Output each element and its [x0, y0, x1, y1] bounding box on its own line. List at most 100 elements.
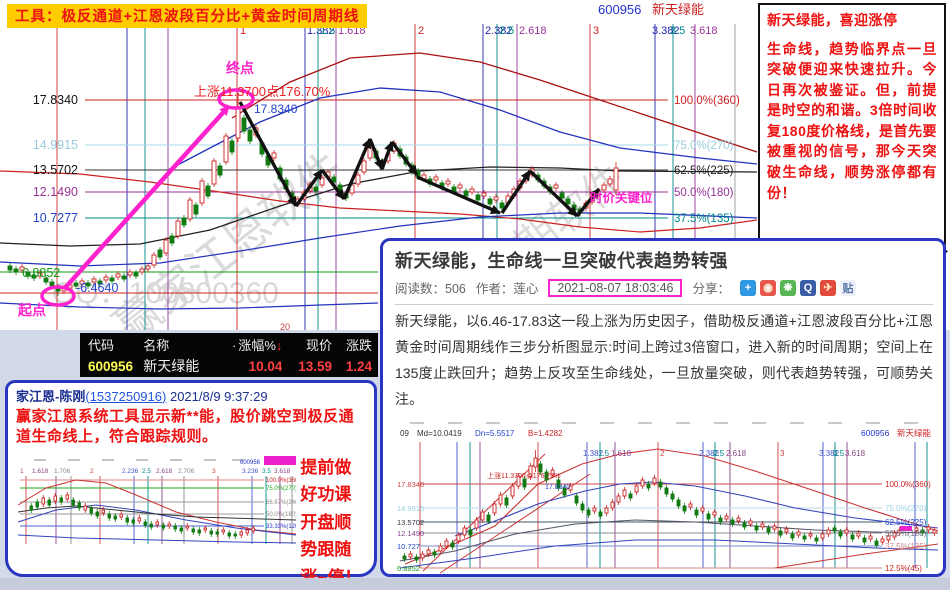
svg-text:37.5%(135): 37.5%(135) [674, 213, 734, 225]
svg-text:2.5: 2.5 [713, 449, 725, 458]
svg-text:75.0%(270): 75.0%(270) [674, 140, 734, 152]
column-header[interactable]: 名称 [143, 337, 170, 353]
svg-text:10.7277: 10.7277 [33, 211, 78, 225]
article-author: 作者：莲心 [475, 282, 539, 296]
svg-text:13.5702: 13.5702 [33, 163, 78, 177]
column-header[interactable]: · 涨幅%↓ [232, 337, 283, 353]
svg-text:3.382: 3.382 [819, 449, 840, 458]
divider [395, 304, 933, 305]
svg-text:17.8340: 17.8340 [545, 484, 570, 491]
svg-text:09: 09 [400, 429, 409, 438]
quote-row[interactable]: 600956 新天绿能 10.04 13.59 1.24 [80, 355, 378, 377]
svg-text:2.236: 2.236 [122, 468, 139, 475]
svg-text:新天绿能: 新天绿能 [652, 2, 704, 17]
svg-text:13.5702: 13.5702 [397, 518, 424, 527]
share-more-icon[interactable]: + [740, 279, 756, 296]
svg-text:600956: 600956 [861, 428, 890, 438]
share-tieba-icon[interactable]: 贴 [840, 279, 856, 296]
column-header[interactable]: 现价 [305, 337, 332, 353]
svg-text:6.8852: 6.8852 [22, 266, 60, 280]
svg-text:12.5%(45): 12.5%(45) [885, 564, 922, 573]
svg-text:50.0%(180): 50.0%(180) [674, 187, 734, 199]
svg-text:2.382: 2.382 [699, 449, 720, 458]
last-price: 13.59 [298, 358, 332, 374]
wide-gann-chart: 09 Md=10.0419 Dn=5.5517 B=1.4282 600956 新天绿能 1… [397, 421, 939, 573]
follow-note-line: 提前做 [300, 457, 352, 477]
svg-text:50.0%(180): 50.0%(180) [885, 529, 927, 538]
svg-text:起点: 起点 [17, 302, 46, 318]
svg-text:1.5: 1.5 [320, 25, 335, 37]
comment-header: 家江恩-陈刚1537250916 2021/8/9 9:37:29 [16, 386, 368, 405]
svg-text:3.618: 3.618 [690, 25, 718, 37]
svg-text:66.67%(240): 66.67%(240) [266, 500, 296, 506]
article-title: 新天绿能，生命线一旦突破代表趋势转强 [395, 251, 728, 271]
share-qzone-icon[interactable]: ✈ [820, 279, 836, 296]
svg-text:3.382: 3.382 [652, 25, 680, 37]
article-body: 新天绿能，以6.46-17.83这一段上涨为历史因子，借助极反通道+江恩波段百分… [395, 313, 933, 407]
comment-author: 家江恩-陈刚 [16, 389, 86, 404]
svg-text:上涨11.3700点176.70%: 上涨11.3700点176.70% [487, 471, 560, 480]
tool-banner: 工具：极反通道+江恩波段百分比+黄金时间周期线 [7, 4, 368, 28]
follow-note-line: 势跟随 [300, 540, 352, 560]
article-datetime: 2021-08-07 18:03:46 [548, 278, 683, 297]
svg-text:1.618: 1.618 [611, 449, 632, 458]
svg-text:1.618: 1.618 [338, 25, 366, 37]
svg-text:1.618: 1.618 [32, 468, 49, 475]
svg-text:62.5%(225): 62.5%(225) [885, 518, 927, 527]
svg-text:12.1490: 12.1490 [397, 529, 424, 538]
svg-text:时价关键位: 时价关键位 [590, 190, 653, 205]
svg-text:3.236: 3.236 [242, 468, 259, 475]
svg-text:2.382: 2.382 [485, 25, 513, 37]
share-weibo-icon[interactable]: ◉ [760, 279, 776, 296]
share-wechat-icon[interactable]: ❋ [780, 279, 796, 296]
svg-text:1.706: 1.706 [54, 468, 71, 475]
svg-text:17.8340: 17.8340 [254, 102, 298, 116]
svg-text:14.9915: 14.9915 [397, 504, 424, 513]
comment-timestamp: 2021/8/9 9:37:29 [169, 389, 268, 404]
svg-text:1.5: 1.5 [598, 449, 610, 458]
quote-table: 代码 名称 · 涨幅%↓ 现价 涨跌 600956 新天绿能 10.04 13.59 1.24 [80, 333, 378, 378]
comment-highlight-text: 赢家江恩系统工具显示新**能，股价跳空到极反通道生命线上，符合跟踪规则。 [16, 408, 355, 446]
svg-text:75.0%(270): 75.0%(270) [885, 504, 927, 513]
stock-code: 600956 [88, 358, 134, 374]
svg-text:-6.4640: -6.4640 [76, 281, 118, 295]
column-header[interactable]: 涨跌 [346, 337, 373, 353]
comment-panel: 家江恩-陈刚1537250916 2021/8/9 9:37:29 赢家江恩系统… [5, 380, 377, 587]
svg-text:终点: 终点 [226, 60, 254, 76]
svg-text:600956: 600956 [240, 460, 261, 466]
quote-table-header: 代码 名称 · 涨幅%↓ 现价 涨跌 [80, 333, 378, 355]
svg-text:2.618: 2.618 [156, 468, 173, 475]
comment-chart-row: 600956 1 1.618 1.706 2 2.236 2.5 2.618 2.706 3 3.2… [16, 450, 368, 590]
svg-text:3.5: 3.5 [833, 449, 845, 458]
svg-text:3.5: 3.5 [262, 468, 271, 475]
svg-text:2.5: 2.5 [142, 468, 151, 475]
svg-text:12.1490: 12.1490 [33, 185, 78, 199]
share-qq-icon[interactable]: Q [800, 279, 816, 296]
read-count: 阅读数：506 [395, 282, 466, 296]
share-icons: + ◉ ❋ Q ✈ 贴 [740, 279, 856, 296]
change-amount: 1.24 [345, 358, 373, 374]
svg-text:上涨11.3700点176.70%: 上涨11.3700点176.70% [194, 84, 331, 99]
svg-text:1: 1 [20, 468, 24, 475]
svg-text:3.618: 3.618 [274, 468, 291, 475]
svg-text:新天绿能: 新天绿能 [897, 428, 932, 438]
svg-text:2.618: 2.618 [726, 449, 747, 458]
follow-note-line: 好功课 [300, 485, 352, 505]
svg-text:600956: 600956 [598, 2, 641, 17]
svg-text:2.618: 2.618 [519, 25, 547, 37]
article-panel: 新天绿能，生命线一旦突破代表趋势转强 阅读数：506 作者：莲心 2021-08… [380, 238, 946, 577]
svg-text:3: 3 [212, 468, 216, 475]
svg-text:100.0%(360): 100.0%(360) [266, 478, 296, 484]
comment-qq-link[interactable]: 1537250916 [85, 389, 166, 404]
svg-text:2.706: 2.706 [178, 468, 195, 475]
svg-text:2: 2 [660, 449, 665, 458]
stock-name: 新天绿能 [143, 358, 200, 374]
svg-text:50.0%(180): 50.0%(180) [266, 512, 296, 518]
bottom-strip [0, 578, 950, 590]
svg-text:2: 2 [418, 25, 424, 37]
svg-text:17.8340: 17.8340 [33, 93, 78, 107]
share-label: 分享： [692, 282, 730, 296]
svg-text:20: 20 [280, 322, 290, 332]
column-header[interactable]: 代码 [88, 337, 115, 353]
